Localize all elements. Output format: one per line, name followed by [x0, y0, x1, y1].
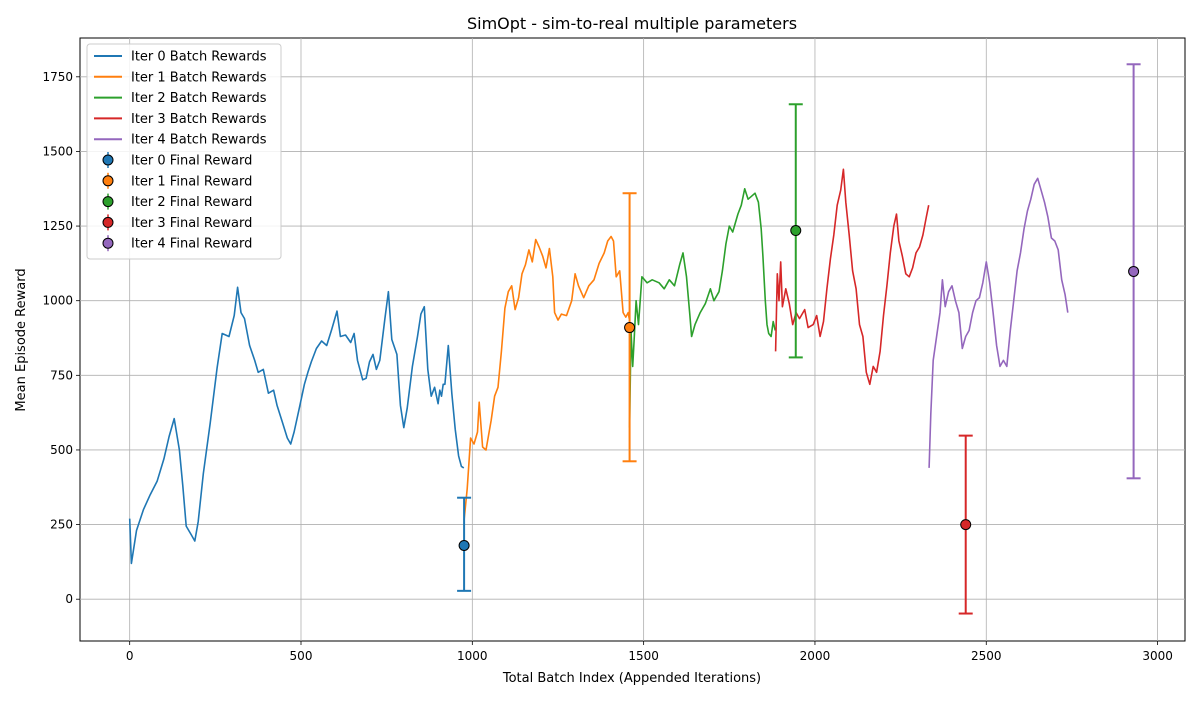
final-reward-marker-iter-4 [1128, 265, 1140, 277]
final-reward-marker-iter-2 [790, 225, 802, 237]
legend-entry-label: Iter 0 Final Reward [131, 154, 252, 169]
legend-entry-label: Iter 0 Batch Rewards [131, 50, 267, 65]
legend-entry-label: Iter 1 Batch Rewards [131, 70, 267, 85]
series-line-iter-0 [128, 286, 465, 565]
x-tick-label: 0 [126, 649, 134, 663]
y-tick-label: 500 [50, 443, 73, 457]
x-tick-label: 1500 [628, 649, 659, 663]
legend-entry-label: Iter 4 Final Reward [131, 237, 252, 252]
plot-area-frame [79, 37, 1186, 642]
y-axis-label: Mean Episode Reward [14, 268, 29, 411]
legend-swatch-marker [102, 216, 114, 228]
final-reward-marker-iter-0 [458, 539, 470, 551]
legend-swatch-marker [102, 237, 114, 249]
legend-entry-label: Iter 2 Batch Rewards [131, 91, 267, 106]
x-tick-label: 3000 [1142, 649, 1173, 663]
legend-box [86, 43, 282, 260]
final-reward-marker-iter-3 [960, 519, 972, 531]
legend: Iter 0 Batch Rewards Iter 1 Batch Rewards… [86, 43, 282, 260]
y-tick-label: 750 [50, 368, 73, 382]
chart-title: SimOpt - sim-to-real multiple parameters [467, 14, 797, 33]
y-tick-label: 1750 [42, 70, 73, 84]
x-axis-label: Total Batch Index (Appended Iterations) [502, 671, 761, 686]
legend-entry-label: Iter 4 Batch Rewards [131, 133, 267, 148]
y-tick-label: 1250 [42, 219, 73, 233]
x-tick-label: 2000 [800, 649, 831, 663]
legend-swatch-marker [102, 154, 114, 166]
tick-layer: 0 500 1000 1500 2000 2500 3000 0 250 500 750 1000 12… [42, 70, 1172, 663]
final-reward-marker-iter-1 [624, 322, 636, 334]
legend-swatch-marker [102, 175, 114, 187]
legend-entry-label: Iter 2 Final Reward [131, 195, 252, 210]
y-tick-label: 1500 [42, 144, 73, 158]
legend-entry-label: Iter 1 Final Reward [131, 174, 252, 189]
y-tick-label: 0 [65, 592, 73, 606]
series-line-iter-2 [628, 188, 776, 428]
x-tick-label: 2500 [971, 649, 1002, 663]
x-tick-label: 1000 [457, 649, 488, 663]
series-line-iter-4 [928, 177, 1069, 468]
series-line-iter-3 [774, 168, 930, 386]
legend-swatch-marker [102, 196, 114, 208]
legend-entry-label: Iter 3 Batch Rewards [131, 112, 267, 127]
x-tick-label: 500 [290, 649, 313, 663]
series-line-iter-1 [463, 235, 630, 521]
legend-entry-label: Iter 3 Final Reward [131, 216, 252, 231]
y-tick-label: 250 [50, 518, 73, 532]
y-tick-label: 1000 [42, 294, 73, 308]
final-reward-layer [457, 63, 1141, 615]
